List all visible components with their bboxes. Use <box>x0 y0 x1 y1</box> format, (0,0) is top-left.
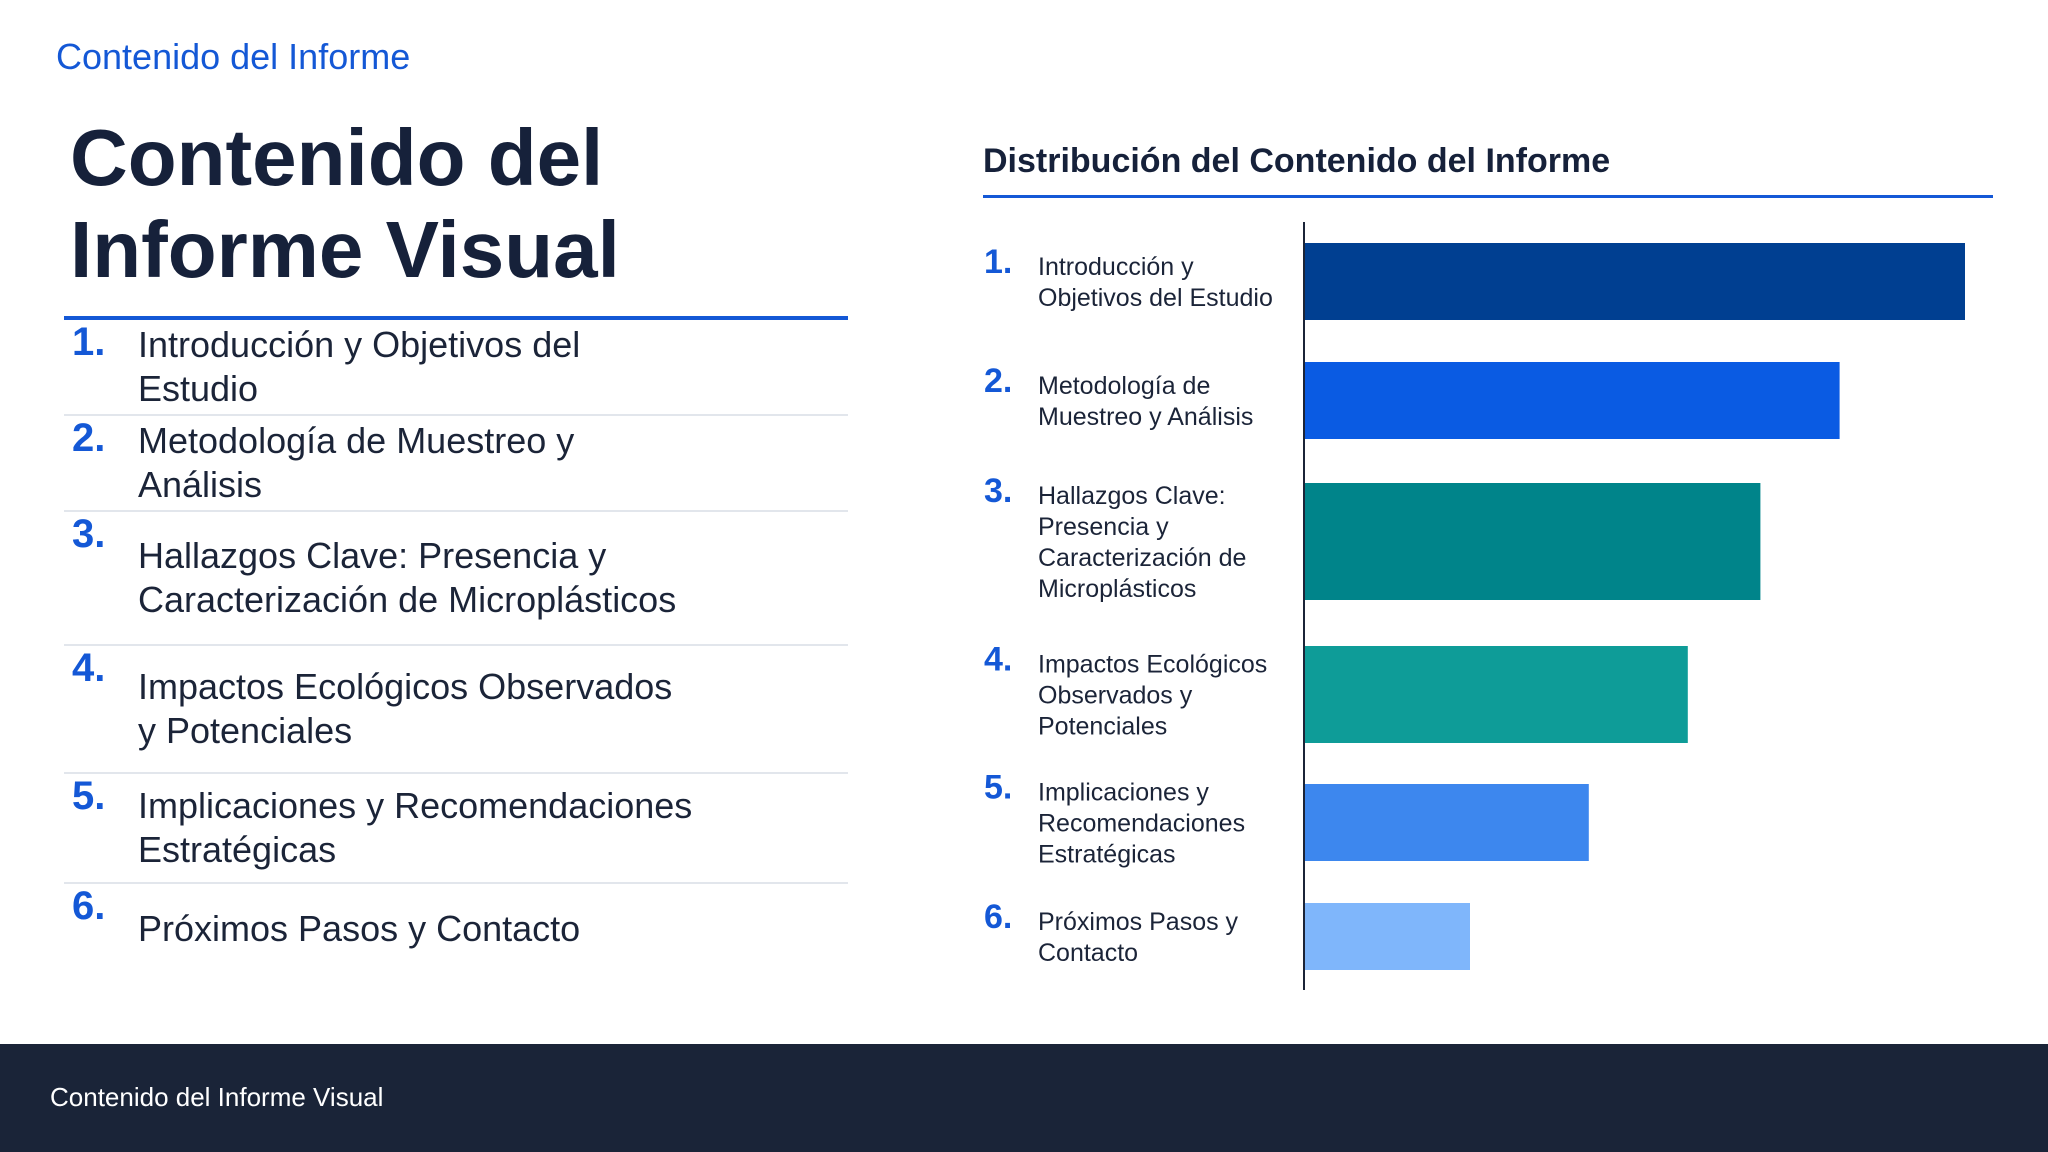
bar-1 <box>1305 243 1965 320</box>
category-label-line: Estratégicas <box>1038 841 1176 869</box>
category-label-line: Próximos Pasos y <box>1038 908 1239 936</box>
category-label-line: Presencia y <box>1038 513 1169 541</box>
title-divider <box>64 316 848 320</box>
toc-label: Hallazgos Clave: Presencia y Caracteriza… <box>138 535 677 620</box>
page-title: Contenido del Informe Visual <box>70 112 870 296</box>
toc-item-3: 3. Hallazgos Clave: Presencia y Caracter… <box>64 512 848 646</box>
table-of-contents: 1. Introducción y Objetivos del Estudio … <box>64 320 848 974</box>
footer-text: Contenido del Informe Visual <box>50 1082 384 1112</box>
category-label-line: Implicaciones y <box>1038 779 1209 807</box>
toc-label: Metodología de Muestreo y Análisis <box>138 420 575 505</box>
toc-item-4: 4. Impactos Ecológicos Observados y Pote… <box>64 646 848 774</box>
category-label-line: Objetivos del Estudio <box>1038 284 1273 312</box>
page-title-line-1: Contenido del <box>70 113 604 202</box>
toc-label: Próximos Pasos y Contacto <box>138 908 581 949</box>
category-number-1: 1. <box>984 243 1012 281</box>
category-label-2: Metodología de Muestreo y Análisis <box>1038 372 1253 431</box>
chart-title: Distribución del Contenido del Informe <box>983 142 1611 180</box>
category-number-2: 2. <box>984 362 1012 400</box>
toc-number: 1. <box>72 320 106 364</box>
toc-number: 3. <box>72 512 106 556</box>
category-label-line: Potenciales <box>1038 713 1167 741</box>
toc-number: 5. <box>72 774 106 818</box>
bar-2 <box>1305 362 1840 439</box>
toc-item-6: 6. Próximos Pasos y Contacto <box>64 884 848 974</box>
category-label-line: Caracterización de <box>1038 544 1246 572</box>
category-label-line: Introducción y <box>1038 253 1194 281</box>
toc-number: 6. <box>72 884 106 928</box>
category-label-6: Próximos Pasos y Contacto <box>1038 908 1239 967</box>
bar-chart: 1. Introducción y Objetivos del Estudio 2. M… <box>984 222 1965 990</box>
section-label: Contenido del Informe <box>56 36 411 77</box>
category-number-5: 5. <box>984 769 1012 807</box>
chart-title-divider <box>983 195 1993 198</box>
category-label-3: Hallazgos Clave: Presencia y Caracterizaci… <box>1038 482 1246 603</box>
bar-4 <box>1305 646 1688 743</box>
category-label-line: Microplásticos <box>1038 575 1196 603</box>
toc-label: Introducción y Objetivos del Estudio <box>138 324 581 409</box>
toc-item-1: 1. Introducción y Objetivos del Estudio <box>64 320 848 416</box>
toc-number: 4. <box>72 646 106 690</box>
toc-number: 2. <box>72 416 106 460</box>
bar-3 <box>1305 483 1761 600</box>
category-number-3: 3. <box>984 472 1012 510</box>
footer-bar: Contenido del Informe Visual <box>0 1044 2048 1152</box>
toc-label: Impactos Ecológicos Observados y Potenci… <box>138 666 673 751</box>
toc-item-5: 5. Implicaciones y Recomendaciones Estra… <box>64 774 848 884</box>
category-label-5: Implicaciones y Recomendaciones Estratégic… <box>1038 779 1245 869</box>
bar-6 <box>1305 903 1470 970</box>
category-label-1: Introducción y Objetivos del Estudio <box>1038 253 1273 312</box>
category-label-line: Muestreo y Análisis <box>1038 403 1253 431</box>
category-label-line: Observados y <box>1038 682 1193 710</box>
bar-5 <box>1305 784 1589 861</box>
category-label-line: Impactos Ecológicos <box>1038 651 1267 679</box>
category-number-4: 4. <box>984 641 1012 679</box>
toc-item-2: 2. Metodología de Muestreo y Análisis <box>64 416 848 512</box>
page-title-line-2: Informe Visual <box>70 205 620 294</box>
category-label-4: Impactos Ecológicos Observados y Potencial… <box>1038 651 1267 741</box>
category-label-line: Recomendaciones <box>1038 810 1245 838</box>
category-label-line: Hallazgos Clave: <box>1038 482 1226 510</box>
toc-label: Implicaciones y Recomendaciones Estratég… <box>138 785 693 870</box>
category-number-6: 6. <box>984 898 1012 936</box>
category-label-line: Contacto <box>1038 939 1138 967</box>
category-label-line: Metodología de <box>1038 372 1210 400</box>
